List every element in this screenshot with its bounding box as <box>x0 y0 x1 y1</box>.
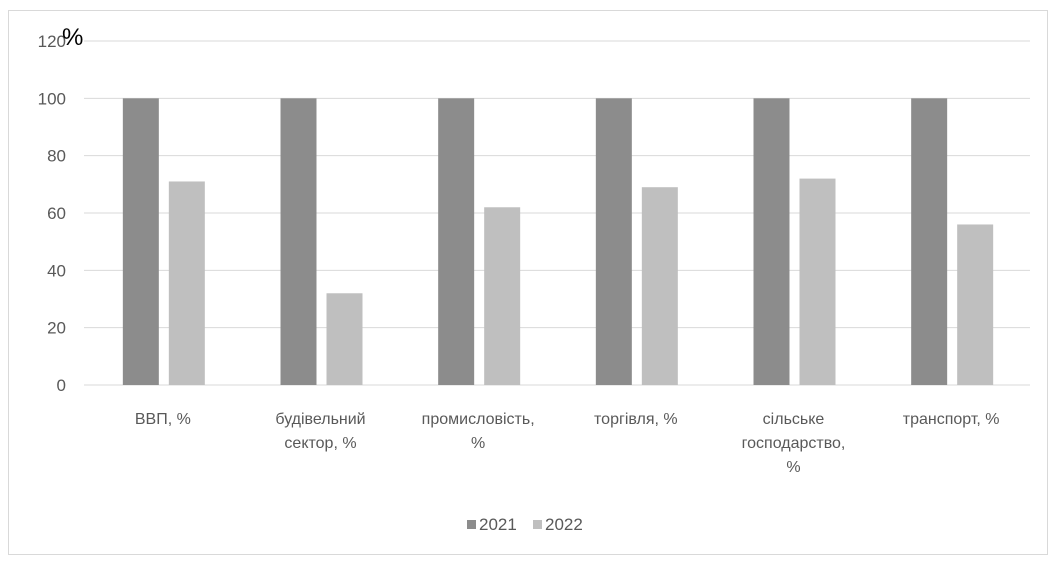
legend: 2021 2022 <box>467 515 583 534</box>
x-category-label: ВВП, % <box>135 411 191 428</box>
x-category-label: будівельний сектор, % <box>275 411 365 452</box>
y-tick-label: 0 <box>57 376 66 395</box>
x-category-label: транспорт, % <box>903 411 1000 428</box>
gridlines <box>84 40 1030 386</box>
bar-2022-4 <box>799 178 836 385</box>
legend-swatch-2021 <box>467 520 476 529</box>
x-category-label: торгівля, % <box>594 411 678 428</box>
x-axis-labels: ВВП, % будівельний сектор, % промисловість,… <box>135 411 1000 476</box>
y-tick-label: 20 <box>47 319 66 338</box>
bar-2021-4 <box>753 98 790 385</box>
x-category-label: промисловість,% <box>422 411 535 452</box>
y-axis-unit-label: % <box>62 24 84 51</box>
bar-2021-5 <box>911 98 948 385</box>
bar-2022-2 <box>484 207 521 385</box>
y-tick-label: 100 <box>38 89 66 108</box>
bar-2021-0 <box>122 98 159 385</box>
bars <box>122 98 994 385</box>
y-tick-label: 40 <box>47 261 66 280</box>
legend-label-2022: 2022 <box>545 515 583 534</box>
bar-2021-2 <box>438 98 475 385</box>
bar-2022-5 <box>957 224 994 385</box>
bar-2022-1 <box>326 293 363 385</box>
y-tick-label: 60 <box>47 204 66 223</box>
bar-2021-1 <box>280 98 317 385</box>
legend-label-2021: 2021 <box>479 515 517 534</box>
legend-swatch-2022 <box>533 520 542 529</box>
bar-2021-3 <box>595 98 632 385</box>
y-tick-label: 80 <box>47 147 66 166</box>
y-tick-label: 120 <box>38 32 66 51</box>
bar-2022-0 <box>168 181 205 385</box>
x-category-label: сільське господарство,% <box>742 411 846 476</box>
bar-2022-3 <box>641 187 678 385</box>
y-axis-ticks: 0 20 40 60 80 100 120 <box>38 32 66 395</box>
